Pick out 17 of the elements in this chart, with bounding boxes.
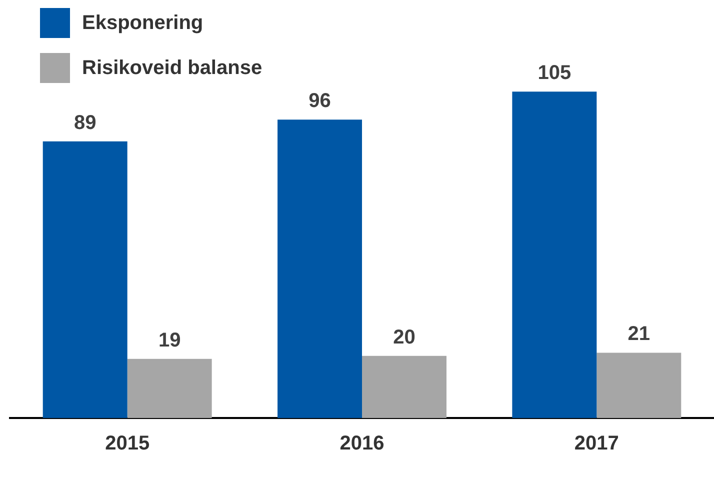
data-label: 96	[308, 90, 331, 112]
x-tick-label: 2015	[105, 432, 150, 455]
legend-label: Risikoveid balanse	[82, 56, 262, 80]
data-label: 21	[628, 323, 650, 346]
bar	[278, 120, 362, 418]
x-tick-label: 2017	[574, 432, 619, 455]
data-label: 19	[158, 329, 181, 352]
bar	[512, 92, 597, 418]
data-label: 89	[74, 112, 96, 134]
bar	[362, 356, 446, 418]
x-tick-label: 2016	[340, 432, 384, 455]
data-label: 105	[538, 62, 572, 84]
bar	[42, 141, 128, 418]
legend-label: Eksponering	[82, 12, 204, 34]
bar	[596, 352, 682, 418]
bar	[127, 358, 212, 418]
data-label: 20	[393, 326, 416, 348]
